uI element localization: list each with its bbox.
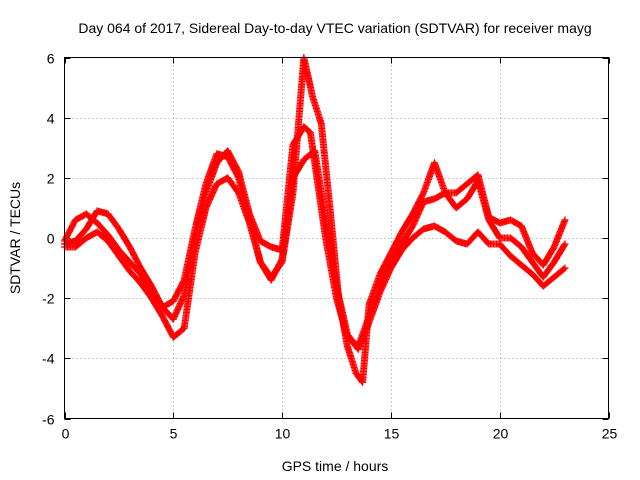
y-tick-label: 4 (47, 111, 55, 127)
x-tick-label: 10 (275, 426, 291, 442)
plot-frame (64, 57, 609, 419)
y-tick-label: -2 (42, 291, 55, 307)
y-tick-label: 2 (47, 171, 55, 187)
y-tick-label: 0 (47, 231, 55, 247)
y-tick-label: 6 (47, 51, 55, 67)
x-tick-label: 15 (384, 426, 400, 442)
x-tick-label: 25 (602, 426, 618, 442)
y-tick-label: -4 (42, 351, 55, 367)
series-marker-trail (61, 55, 568, 385)
axis-ticks (64, 57, 610, 420)
x-tick-labels: 0 5 10 15 20 25 (62, 426, 618, 442)
x-tick-label: 0 (62, 426, 70, 442)
x-tick-label: 20 (493, 426, 509, 442)
series-marker-trail (62, 148, 568, 352)
y-tick-label: -6 (42, 412, 55, 428)
y-tick-labels: -6 -4 -2 0 2 4 6 (42, 51, 55, 428)
chart-title: Day 064 of 2017, Sidereal Day-to-day VTE… (78, 20, 591, 36)
series-track-c (61, 54, 569, 386)
x-tick-label: 5 (170, 426, 178, 442)
x-axis-label: GPS time / hours (282, 458, 389, 474)
data-series (61, 54, 569, 386)
y-axis-label: SDTVAR / TECUs (7, 182, 23, 294)
